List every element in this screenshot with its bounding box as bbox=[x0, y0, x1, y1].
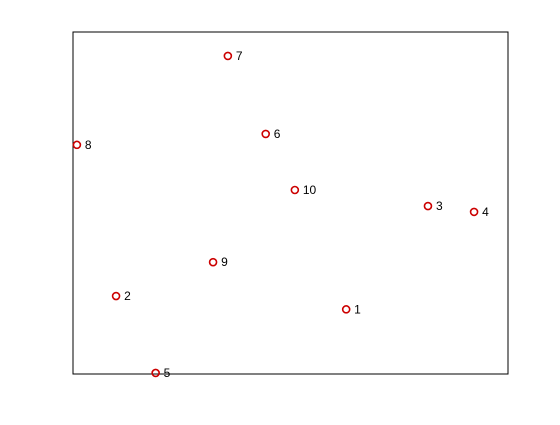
point-label: 7 bbox=[236, 49, 243, 63]
data-point-5: 5 bbox=[151, 366, 171, 380]
data-point-6: 6 bbox=[261, 127, 281, 141]
point-marker bbox=[290, 185, 300, 195]
point-marker bbox=[423, 201, 433, 211]
point-label: 8 bbox=[85, 138, 92, 152]
point-label: 10 bbox=[303, 183, 317, 197]
point-label: 9 bbox=[221, 255, 228, 269]
data-point-1: 1 bbox=[341, 302, 361, 316]
point-marker bbox=[341, 305, 351, 314]
point-marker bbox=[111, 291, 121, 301]
points-layer: 1 2 3 4 5 6 7 8 9 10 bbox=[72, 49, 489, 380]
point-label: 1 bbox=[354, 302, 361, 316]
data-point-10: 10 bbox=[290, 183, 317, 197]
point-label: 6 bbox=[274, 127, 281, 141]
point-label: 3 bbox=[436, 199, 443, 213]
data-point-8: 8 bbox=[72, 138, 92, 152]
point-marker bbox=[469, 207, 479, 217]
point-marker bbox=[72, 140, 82, 150]
point-marker bbox=[223, 51, 233, 61]
axes-box bbox=[72, 31, 509, 375]
point-marker bbox=[208, 257, 218, 267]
data-point-2: 2 bbox=[111, 289, 131, 303]
data-point-7: 7 bbox=[223, 49, 243, 63]
point-label: 4 bbox=[482, 205, 489, 219]
point-marker bbox=[261, 129, 271, 139]
data-point-3: 3 bbox=[423, 199, 443, 213]
point-marker bbox=[151, 368, 160, 378]
point-label: 2 bbox=[124, 289, 131, 303]
point-label: 5 bbox=[164, 366, 171, 380]
data-point-4: 4 bbox=[469, 205, 489, 219]
data-point-9: 9 bbox=[208, 255, 228, 269]
